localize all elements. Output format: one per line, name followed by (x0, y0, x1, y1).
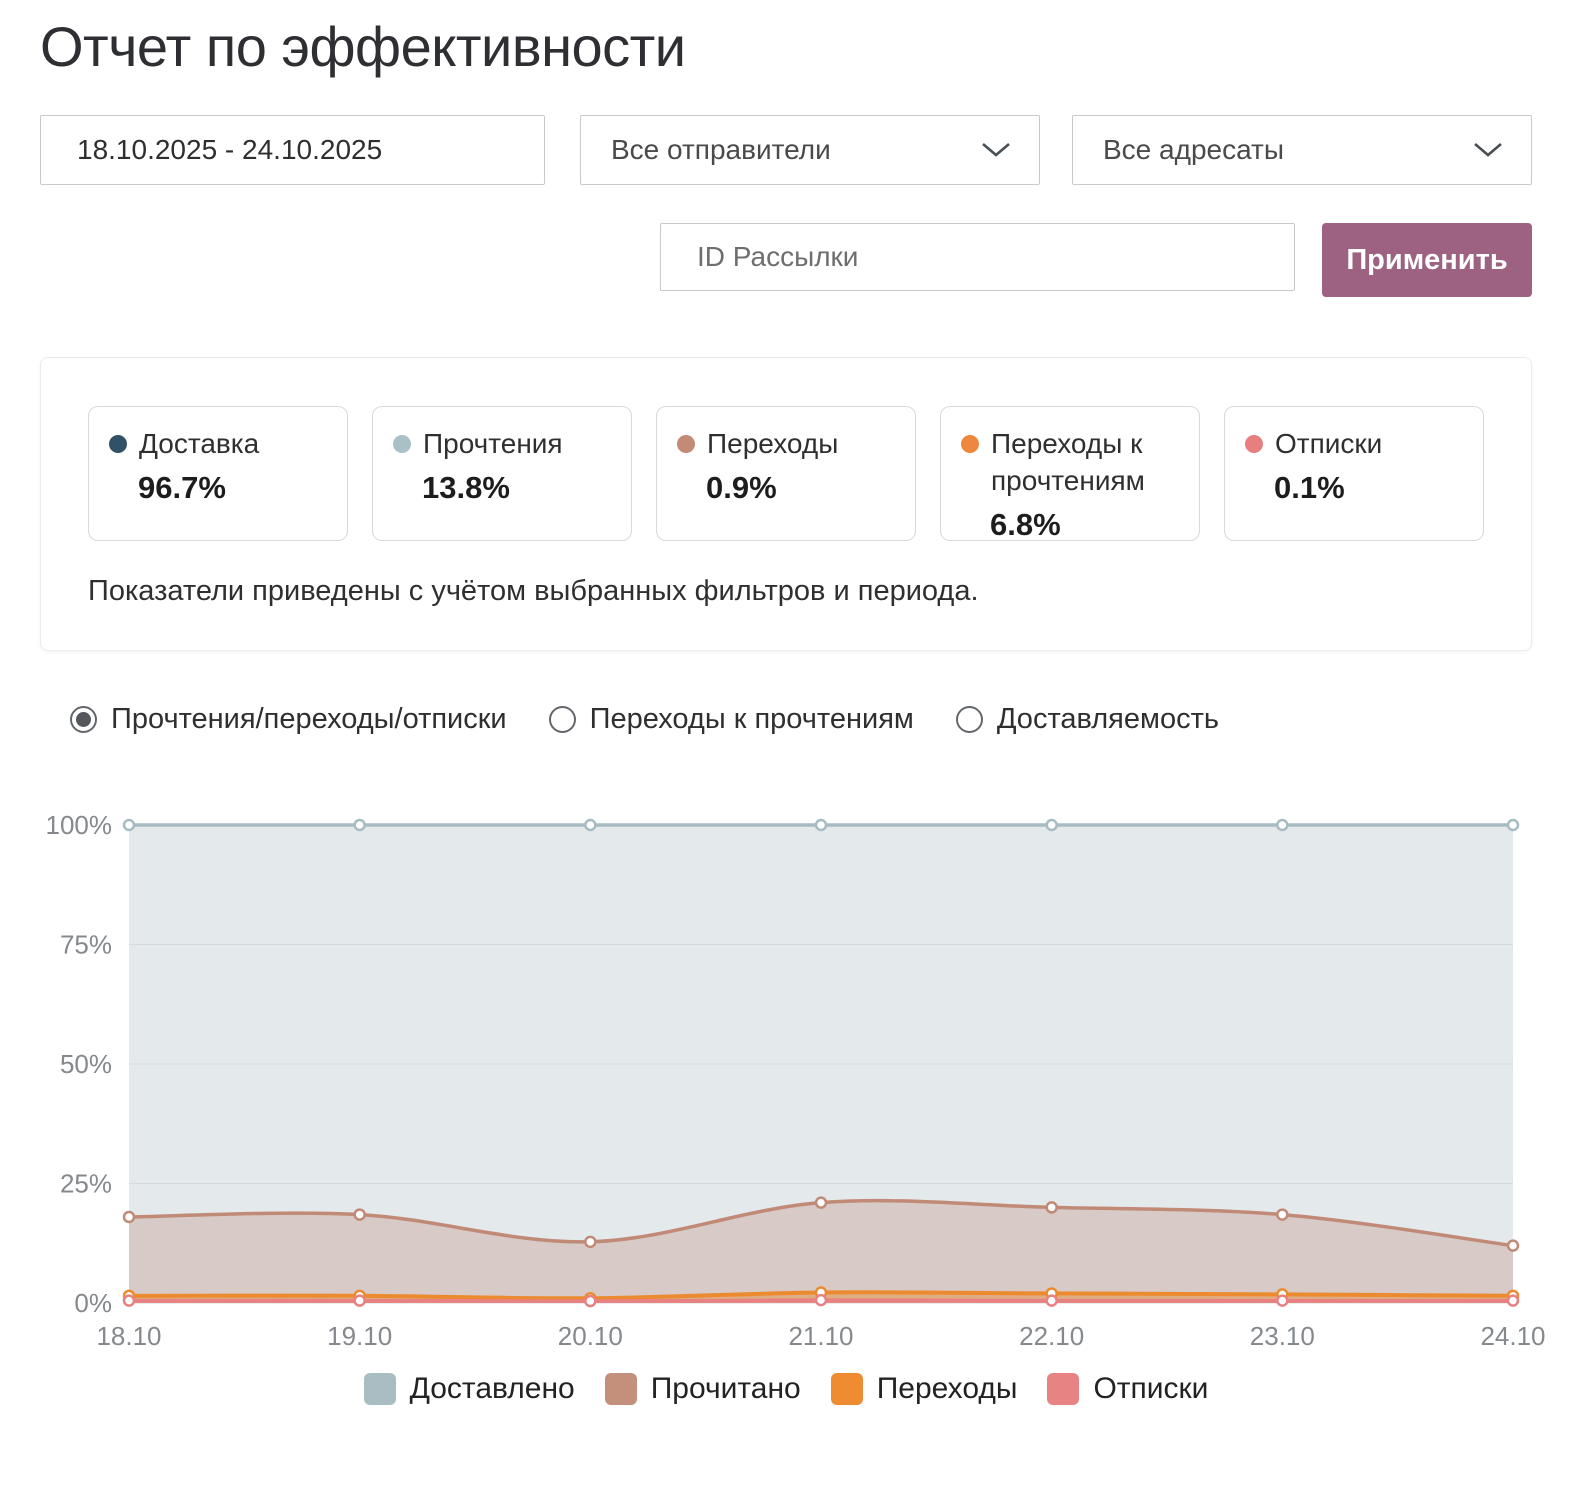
area-chart: 0% 25% 50% 75% 100% 18.10 19.10 20.10 21.10 22.10… (0, 780, 1588, 1360)
stat-card-click-to-open: Переходы к прочтениям 6.8% (940, 406, 1200, 542)
stat-card-label: Прочтения (423, 428, 563, 459)
date-range-field[interactable] (40, 115, 545, 185)
chart-mode-deliverability[interactable]: Доставляемость (955, 703, 1219, 736)
stat-card-opens: Прочтения 13.8% (372, 406, 632, 541)
stat-card-value: 0.1% (1274, 470, 1345, 505)
chart-legend: Доставлено Прочитано Переходы Отписки (40, 1372, 1532, 1406)
report-page: Отчет по эффективности Все отправители В… (0, 15, 1588, 1406)
legend-item-delivered: Доставлено (363, 1372, 575, 1406)
stat-cards: Доставка 96.7% Прочтения 13.8% Переходы … (88, 406, 1484, 542)
delivery-dot-icon (109, 435, 127, 453)
chart-mode-label: Переходы к прочтениям (589, 703, 914, 735)
chevron-down-icon (1474, 143, 1502, 157)
stat-card-delivery: Доставка 96.7% (88, 406, 348, 541)
legend-label: Доставлено (409, 1372, 575, 1405)
filters-row: Все отправители Все адресаты (40, 115, 1532, 185)
read-swatch-icon (604, 1373, 637, 1405)
svg-text:100%: 100% (46, 810, 113, 840)
stat-card-unsubscribes: Отписки 0.1% (1224, 406, 1484, 541)
stat-card-value: 6.8% (990, 507, 1061, 542)
filters-row-2: Применить (40, 223, 1532, 297)
page-title: Отчет по эффективности (40, 15, 686, 78)
chevron-down-icon (982, 143, 1010, 157)
radio-icon[interactable] (548, 706, 576, 733)
date-range-input[interactable] (41, 134, 544, 166)
svg-text:50%: 50% (60, 1049, 112, 1079)
chart-mode-opens-clicks-unsubs[interactable]: Прочтения/переходы/отписки (70, 703, 507, 736)
clicks-swatch-icon (830, 1373, 863, 1405)
legend-label: Переходы (876, 1372, 1018, 1405)
senders-select[interactable]: Все отправители (580, 115, 1040, 185)
legend-label: Отписки (1093, 1372, 1209, 1405)
chart-mode-click-to-open[interactable]: Переходы к прочтениям (548, 703, 914, 736)
legend-item-read: Прочитано (604, 1372, 801, 1406)
delivered-swatch-icon (363, 1373, 396, 1405)
legend-item-unsubscribes: Отписки (1047, 1372, 1208, 1406)
stat-card-value: 96.7% (138, 470, 226, 505)
svg-text:0%: 0% (74, 1288, 112, 1318)
area-chart-svg: 0% 25% 50% 75% 100% 18.10 19.10 20.10 21.10 22.10… (46, 810, 1546, 1351)
stat-card-label: Отписки (1275, 428, 1383, 459)
legend-item-clicks: Переходы (830, 1372, 1018, 1406)
svg-text:21.10: 21.10 (788, 1321, 853, 1351)
svg-text:25%: 25% (60, 1169, 112, 1199)
svg-text:19.10: 19.10 (327, 1321, 392, 1351)
unsubscribes-dot-icon (1245, 435, 1263, 453)
stat-card-value: 0.9% (706, 470, 777, 505)
apply-button[interactable]: Применить (1322, 223, 1532, 297)
clicks-dot-icon (677, 435, 695, 453)
svg-text:20.10: 20.10 (558, 1321, 623, 1351)
mailing-id-input[interactable] (660, 223, 1295, 291)
svg-text:23.10: 23.10 (1250, 1321, 1315, 1351)
svg-text:18.10: 18.10 (96, 1321, 161, 1351)
stat-card-label: Переходы к прочтениям (991, 428, 1145, 496)
stat-card-clicks: Переходы 0.9% (656, 406, 916, 541)
summary-panel: Доставка 96.7% Прочтения 13.8% Переходы … (40, 357, 1532, 651)
stat-card-label: Переходы (707, 428, 839, 459)
stat-card-label: Доставка (139, 428, 260, 459)
radio-icon[interactable] (955, 706, 983, 733)
opens-dot-icon (393, 435, 411, 453)
filters-note: Показатели приведены с учётом выбранных … (88, 575, 979, 607)
unsubscribes-swatch-icon (1047, 1373, 1080, 1405)
recipients-select-value: Все адресаты (1103, 134, 1284, 165)
chart-mode-radios: Прочтения/переходы/отписки Переходы к пр… (70, 703, 1532, 736)
svg-text:24.10: 24.10 (1480, 1321, 1545, 1351)
chart-mode-label: Доставляемость (996, 703, 1219, 735)
radio-selected-icon[interactable] (70, 706, 97, 733)
click-to-open-dot-icon (961, 435, 979, 453)
legend-label: Прочитано (650, 1372, 801, 1405)
svg-text:22.10: 22.10 (1019, 1321, 1084, 1351)
senders-select-value: Все отправители (611, 134, 831, 165)
recipients-select[interactable]: Все адресаты (1072, 115, 1532, 185)
svg-text:75%: 75% (60, 930, 112, 960)
stat-card-value: 13.8% (422, 470, 510, 505)
chart-mode-label: Прочтения/переходы/отписки (111, 703, 507, 735)
